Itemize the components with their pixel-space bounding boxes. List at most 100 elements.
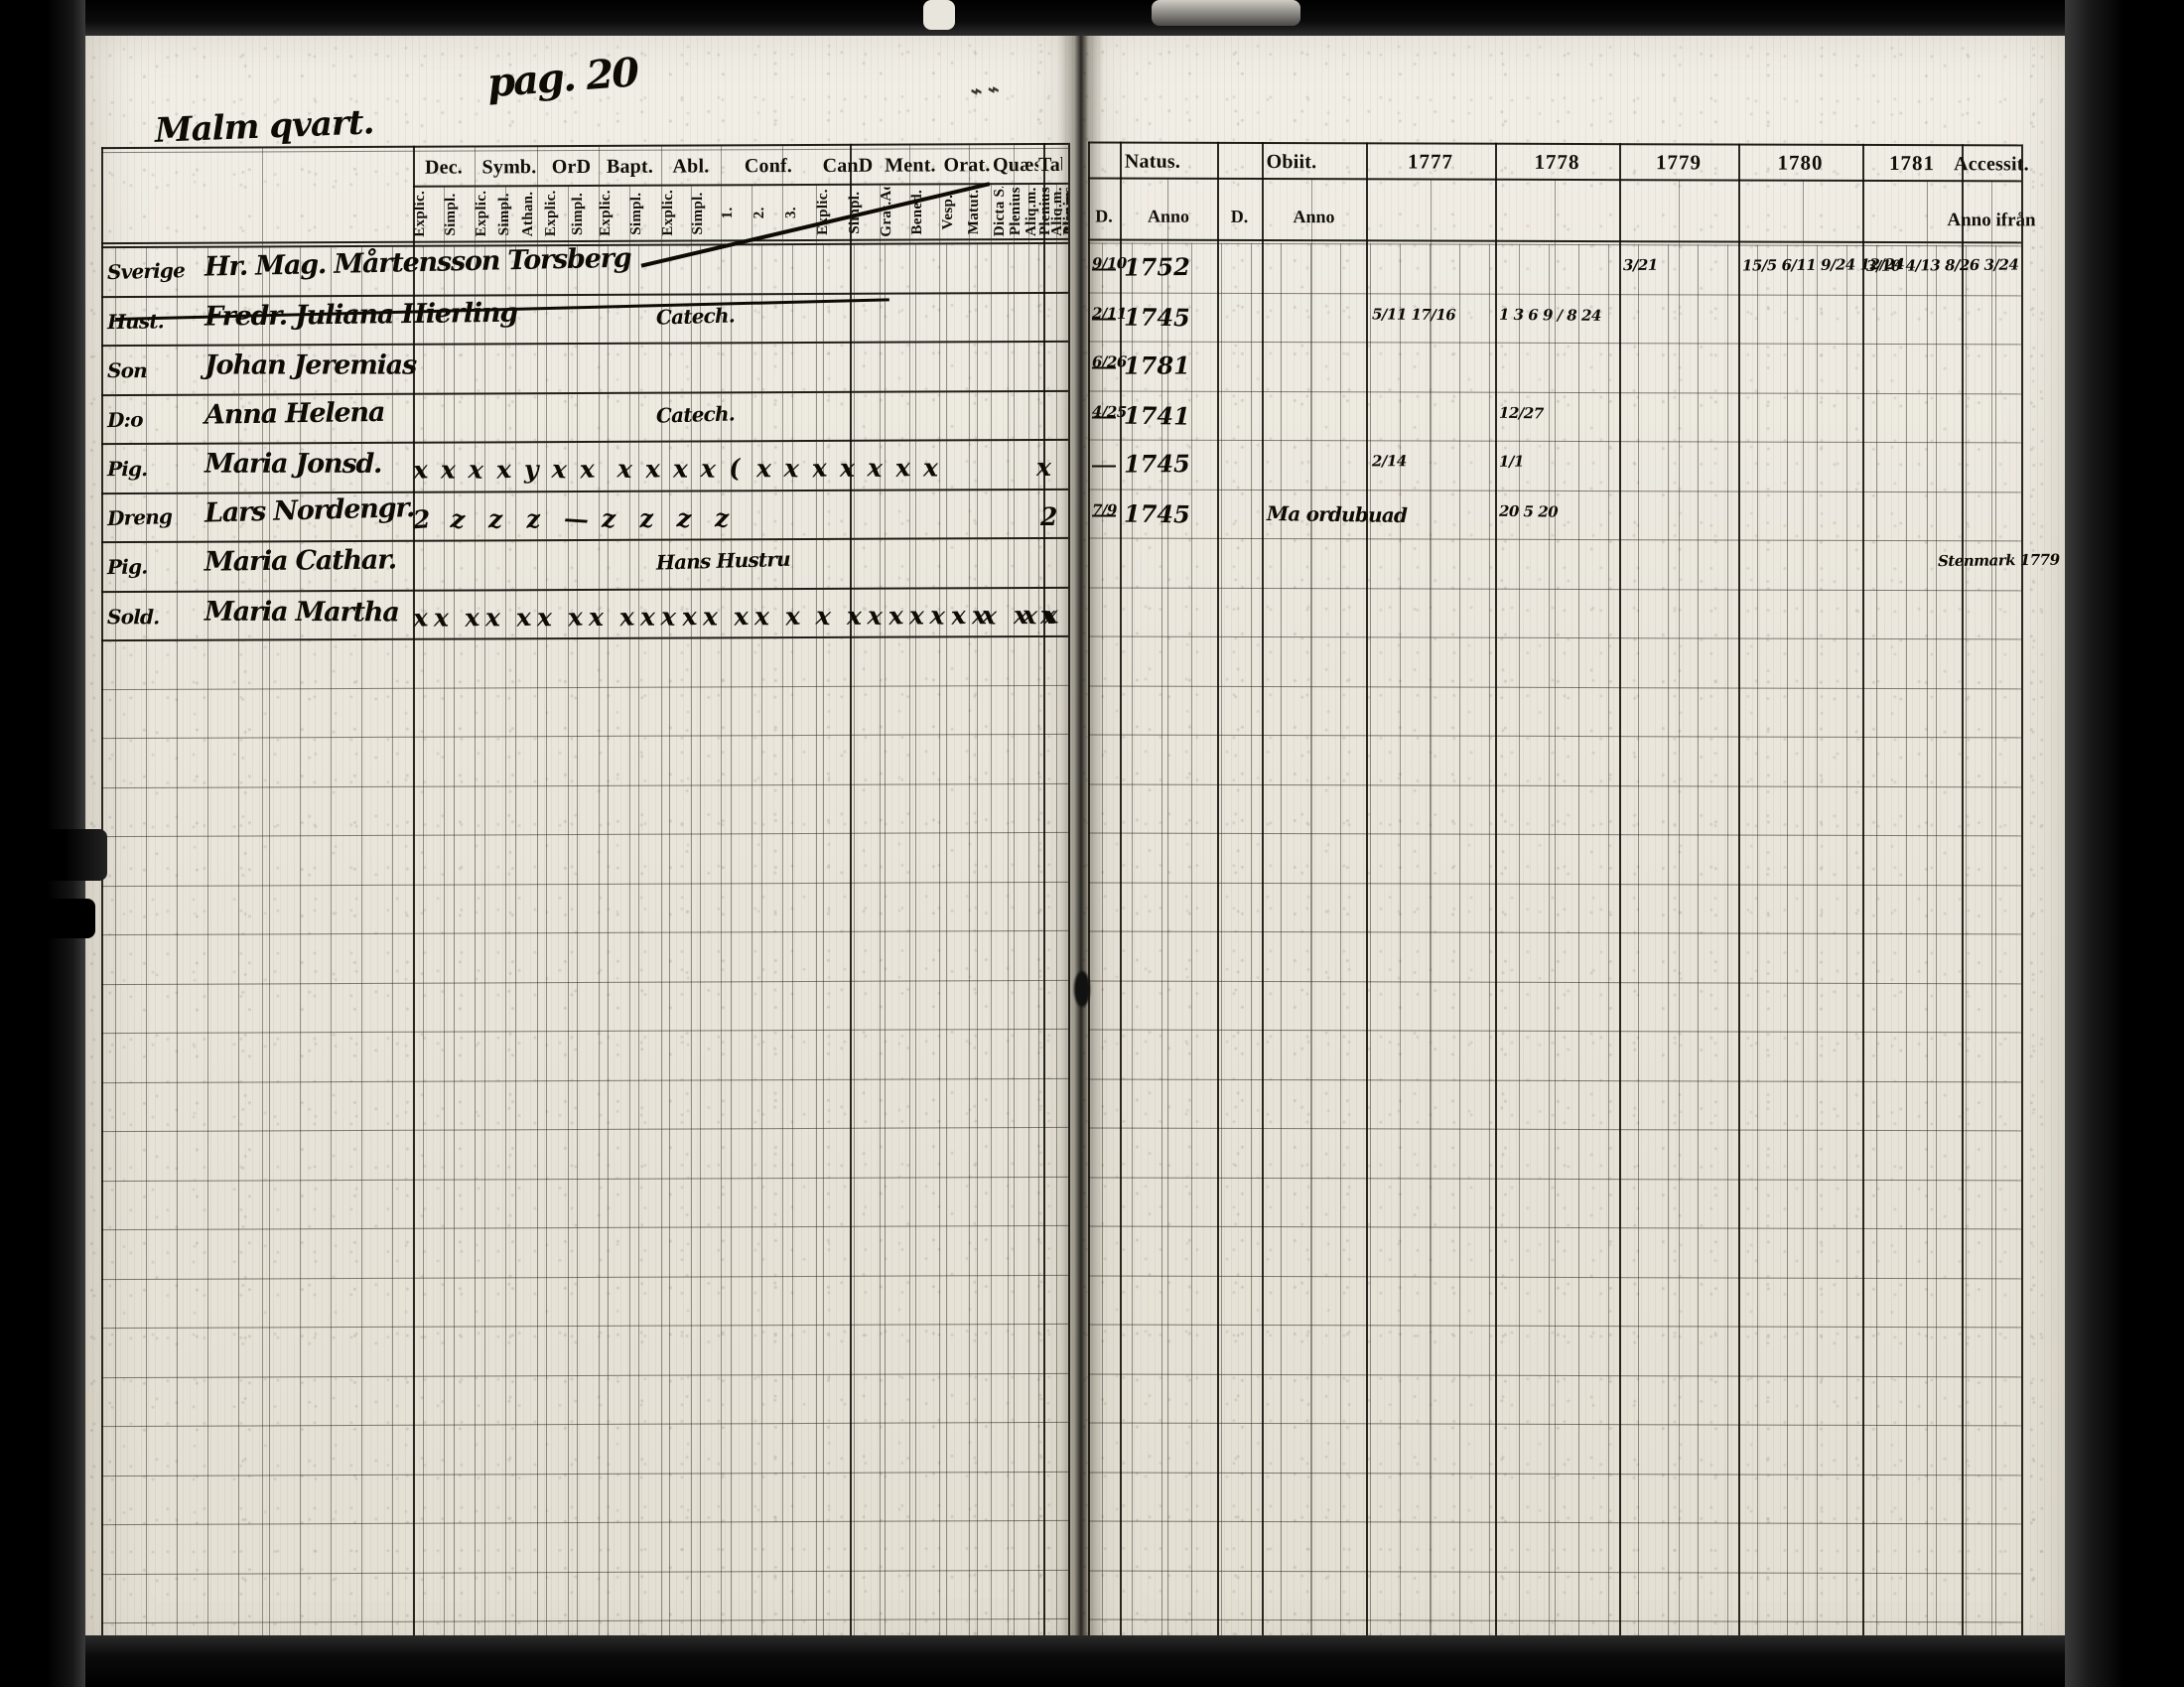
rule-vertical xyxy=(1191,242,1192,1669)
attendance-tick: z xyxy=(676,502,693,533)
rule-vertical xyxy=(1966,245,1967,1671)
rule-vertical xyxy=(475,145,476,1670)
attendance-tick: x xyxy=(754,601,769,631)
rule-horizontal xyxy=(101,733,1068,740)
attendance-tick: x xyxy=(909,600,924,631)
attendance-tick: x xyxy=(640,602,655,632)
row-person-name: Anna Helena xyxy=(204,396,385,431)
attendance-tick: x xyxy=(815,600,832,631)
attendance-tick: x xyxy=(887,600,904,631)
attendance-tick: ( xyxy=(728,453,742,484)
cell-y1779: 3/21 xyxy=(1622,255,1658,275)
attendance-tick: x xyxy=(412,602,429,633)
rule-horizontal xyxy=(101,1028,1068,1035)
rule-vertical xyxy=(1549,243,1550,1670)
column-subheader: Simpl. xyxy=(444,193,459,236)
column-subheader: Explic. xyxy=(661,190,676,237)
rule-vertical xyxy=(444,185,445,1671)
row-prefix: Son xyxy=(106,358,147,383)
rule-vertical xyxy=(909,143,910,1669)
column-subheader: Explic. xyxy=(544,190,559,237)
book-clamp-lower xyxy=(0,899,95,938)
rule-horizontal xyxy=(101,782,1068,788)
rule-vertical xyxy=(1495,142,1497,1670)
rule-horizontal xyxy=(101,1126,1068,1133)
rule-horizontal xyxy=(101,1569,1068,1575)
cell-y1778: 12/27 xyxy=(1498,403,1544,423)
rule-vertical xyxy=(1489,243,1490,1670)
cell-natus-anno: 1745 xyxy=(1123,302,1190,332)
rule-vertical xyxy=(484,244,485,1670)
photo-edge-right xyxy=(2065,0,2184,1687)
attendance-tick: x xyxy=(811,453,828,484)
cell-y1780: 15/5 6/11 9/24 12/24 xyxy=(1741,255,1905,275)
page-holder-tab-left xyxy=(923,0,955,30)
rule-vertical xyxy=(177,245,178,1672)
rule-vertical xyxy=(546,244,547,1670)
rule-vertical xyxy=(1043,142,1045,1668)
rule-horizontal xyxy=(101,1176,1068,1182)
rule-vertical xyxy=(661,144,662,1670)
rule-vertical xyxy=(915,242,916,1669)
rule-vertical xyxy=(1668,244,1669,1670)
attendance-tick: x xyxy=(468,455,484,485)
rule-vertical xyxy=(1638,244,1639,1670)
attendance-tick: x xyxy=(434,603,449,633)
column-header-abl: Abl. xyxy=(672,155,710,178)
rule-vertical xyxy=(1927,180,1928,1671)
rule-horizontal xyxy=(101,586,1068,593)
column-subheader: Anno ifrån xyxy=(1947,210,2036,231)
attendance-tick: x xyxy=(929,600,946,631)
column-subheader: Simpl. xyxy=(691,191,706,235)
rule-vertical xyxy=(629,184,630,1670)
attendance-tick: x xyxy=(1014,600,1028,630)
rule-horizontal xyxy=(101,488,1068,494)
rule-vertical xyxy=(1310,243,1311,1669)
rule-vertical xyxy=(850,143,852,1669)
attendance-tick: x xyxy=(412,455,429,486)
right-page: ⌁ ⌁ Natus. Obiit. D. Anno D. Anno 1777 1778 1779… xyxy=(968,16,2146,1673)
attendance-tick: — xyxy=(563,502,590,534)
rule-vertical xyxy=(599,144,600,1670)
rule-vertical xyxy=(1862,143,1864,1671)
rule-vertical xyxy=(1056,182,1057,1668)
attendance-tick: z xyxy=(525,503,542,534)
attendance-tick: 2 xyxy=(1040,501,1058,531)
rule-vertical xyxy=(1738,143,1740,1671)
column-subheader: Explic. xyxy=(413,191,428,238)
cell-y1777: 5/11 17/16 xyxy=(1371,304,1456,324)
attendance-tick: x xyxy=(733,601,750,632)
rule-vertical xyxy=(537,145,538,1670)
attendance-tick: z xyxy=(488,503,503,533)
attendance-tick: x xyxy=(515,602,532,633)
year-column-header-1778: 1778 xyxy=(1534,149,1580,175)
attendance-tick: x xyxy=(616,454,633,485)
attendance-tick: x xyxy=(783,453,800,484)
column-subheader: Simpl. xyxy=(629,192,644,235)
rule-vertical xyxy=(1803,179,1804,1671)
cell-y1778: 20 5 20 xyxy=(1498,501,1559,521)
attendance-tick: 2 xyxy=(412,503,432,534)
rule-vertical xyxy=(392,244,393,1671)
left-page: pag. 20 Malm qvart. Dec. Explic. Simpl. Sym… xyxy=(85,15,1078,1674)
attendance-tick: x xyxy=(537,602,552,632)
rule-vertical xyxy=(577,244,578,1670)
column-header-quæst: Quæst. xyxy=(993,153,1038,177)
column-header-ord: OrD xyxy=(551,155,592,179)
rule-horizontal xyxy=(101,881,1068,887)
column-header-cand: CanD xyxy=(822,154,874,177)
cell-natus-anno: 1745 xyxy=(1123,498,1190,529)
rule-vertical xyxy=(1008,242,1009,1668)
rule-horizontal xyxy=(101,1617,1068,1624)
rule-vertical xyxy=(977,242,978,1668)
column-subheader: Matut. xyxy=(967,189,982,235)
attendance-tick: x xyxy=(464,602,480,633)
row-prefix: Dreng xyxy=(106,503,173,530)
rule-vertical xyxy=(1608,244,1609,1670)
attendance-tick: z xyxy=(638,502,655,533)
year-column-header-1779: 1779 xyxy=(1656,150,1702,175)
attendance-tick: x xyxy=(1036,452,1051,483)
attendance-tick: x xyxy=(784,601,801,632)
attendance-tick: x xyxy=(840,453,855,483)
